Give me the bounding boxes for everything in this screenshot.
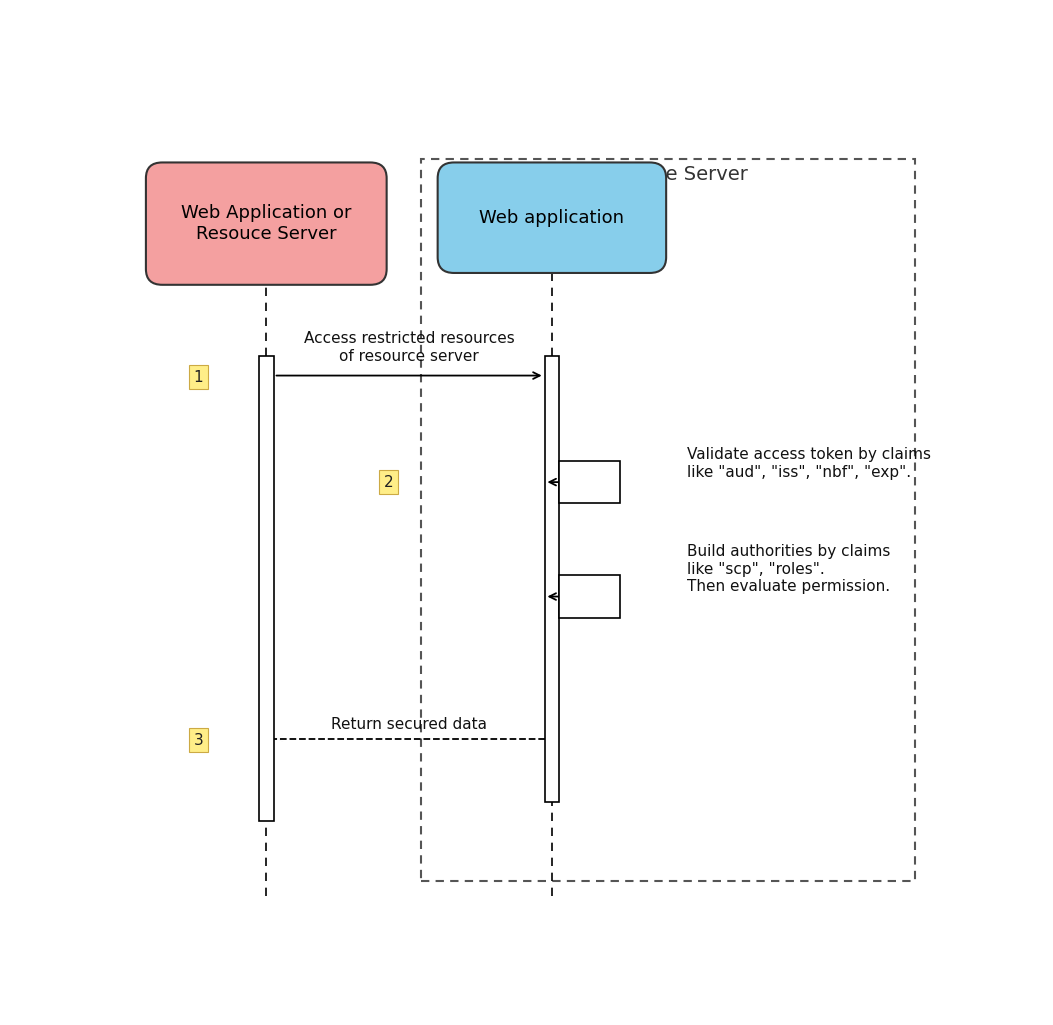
FancyBboxPatch shape bbox=[146, 162, 386, 285]
Bar bbox=[559, 461, 620, 503]
Bar bbox=[559, 575, 620, 618]
Text: 2: 2 bbox=[384, 475, 394, 490]
Text: Access restricted resources
of resource server: Access restricted resources of resource … bbox=[303, 331, 515, 364]
Bar bbox=[421, 159, 915, 880]
Text: Resource Server: Resource Server bbox=[589, 165, 748, 183]
Text: Web Application or
Resouce Server: Web Application or Resouce Server bbox=[181, 204, 352, 243]
FancyBboxPatch shape bbox=[438, 162, 667, 273]
Text: Build authorities by claims
like "scp", "roles".
Then evaluate permission.: Build authorities by claims like "scp", … bbox=[687, 544, 890, 594]
Text: Web application: Web application bbox=[479, 209, 624, 227]
Text: 1: 1 bbox=[194, 370, 203, 384]
Text: Validate access token by claims
like "aud", "iss", "nbf", "exp".: Validate access token by claims like "au… bbox=[687, 447, 931, 480]
Text: Return secured data: Return secured data bbox=[331, 718, 488, 732]
Text: 3: 3 bbox=[194, 733, 203, 747]
Bar bbox=[544, 356, 559, 802]
Bar bbox=[259, 356, 274, 821]
